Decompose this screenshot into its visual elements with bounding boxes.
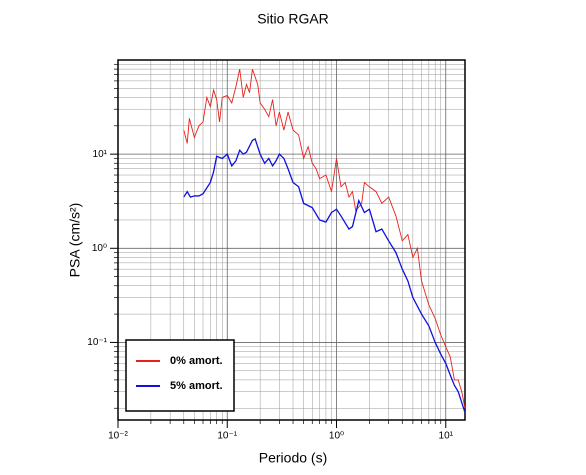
legend-box bbox=[125, 339, 235, 412]
x-tick-label: 10⁻² bbox=[108, 431, 128, 442]
x-axis-label: Periodo (s) bbox=[259, 450, 327, 466]
y-axis-label: PSA (cm/s²) bbox=[67, 203, 83, 278]
x-tick-label: 10¹ bbox=[439, 431, 454, 442]
y-tick-label: 10⁻¹ bbox=[87, 337, 107, 348]
series-line bbox=[183, 68, 466, 409]
series-line bbox=[183, 138, 466, 413]
y-tick-label: 10⁰ bbox=[92, 243, 107, 254]
legend-label: 5% amort. bbox=[170, 380, 223, 392]
chart-title: Sitio RGAR bbox=[257, 11, 329, 27]
x-tick-label: 10⁻¹ bbox=[217, 431, 237, 442]
legend-label: 0% amort. bbox=[170, 355, 223, 367]
plot-frame bbox=[117, 59, 466, 421]
x-tick-label: 10⁰ bbox=[329, 431, 344, 442]
y-tick-label: 10¹ bbox=[93, 149, 108, 160]
